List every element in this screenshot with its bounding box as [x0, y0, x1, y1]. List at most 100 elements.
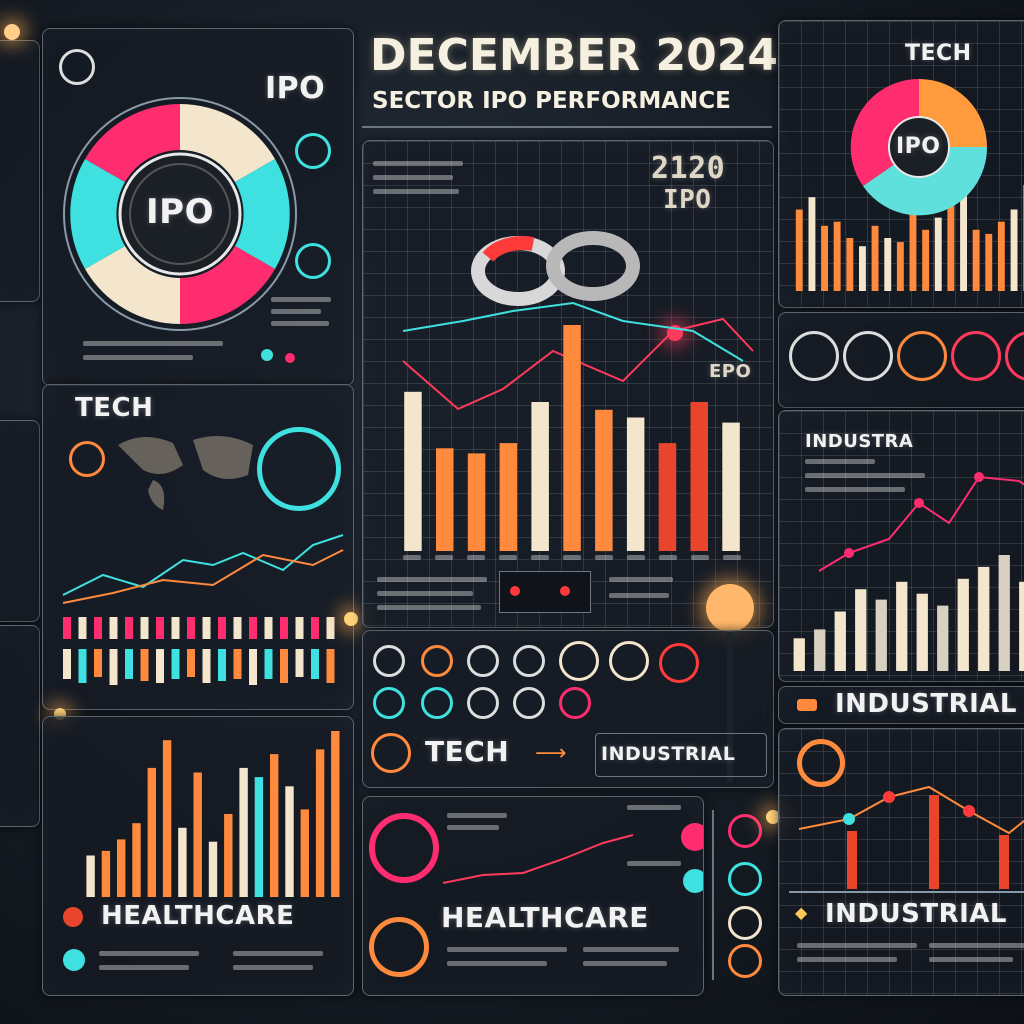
- bar: [117, 839, 126, 897]
- tick-label: [627, 555, 645, 560]
- center-bar-chart: [404, 325, 740, 552]
- bar: [855, 589, 867, 671]
- bar: [178, 827, 187, 897]
- mini-bar: [233, 649, 242, 679]
- world-map-shape: [118, 436, 253, 510]
- faux-text: [373, 161, 463, 166]
- app-icon-3[interactable]: [467, 645, 499, 677]
- faux-text: [929, 957, 1013, 962]
- side-icon-3[interactable]: [728, 906, 762, 940]
- circle-icon-2[interactable]: [295, 243, 331, 279]
- globe-icon[interactable]: [257, 427, 341, 511]
- side-icon-4[interactable]: [728, 944, 762, 978]
- coin-icon-5[interactable]: [1005, 331, 1024, 381]
- mini-bar: [326, 649, 335, 683]
- app-icon-11[interactable]: [513, 687, 545, 719]
- connector-glow: [344, 612, 358, 626]
- lightbulb-icon: [706, 584, 754, 632]
- faux-text: [377, 605, 481, 610]
- mini-bar: [202, 617, 211, 639]
- app-icon-8[interactable]: [373, 687, 405, 719]
- indicator-dot: [285, 353, 295, 363]
- app-icon-12[interactable]: [559, 687, 591, 719]
- bar: [162, 740, 172, 897]
- indicator-dot: [261, 349, 273, 361]
- bar: [871, 225, 879, 291]
- left-edge-panel-2: [0, 420, 40, 622]
- mini-bar: [249, 617, 257, 639]
- mini-bar: [218, 649, 226, 681]
- ipo-corner-label: IPO: [265, 71, 326, 106]
- bar: [795, 209, 803, 291]
- app-icon-4[interactable]: [513, 645, 545, 677]
- left-edge-panel: [0, 40, 40, 302]
- tick-label: [659, 555, 677, 560]
- app-icon-10[interactable]: [467, 687, 499, 719]
- tick-label: [403, 555, 421, 560]
- mini-bar: [202, 649, 211, 683]
- industrial-line: [818, 472, 1024, 572]
- bar: [132, 823, 141, 897]
- bar: [985, 233, 993, 291]
- gear-icon[interactable]: [59, 49, 95, 85]
- status-dot: [510, 586, 520, 596]
- faux-text: [83, 355, 193, 360]
- title-divider: [362, 126, 772, 128]
- vertical-divider: [712, 810, 714, 980]
- faux-text: [83, 341, 223, 346]
- bar: [595, 409, 613, 552]
- bar: [254, 777, 264, 897]
- target-icon-2[interactable]: [369, 917, 429, 977]
- bar: [1010, 209, 1018, 291]
- app-icon-5[interactable]: [559, 641, 599, 681]
- industrial-bottom-label: INDUSTRIAL: [825, 899, 1007, 929]
- app-icon-2[interactable]: [421, 645, 453, 677]
- app-icon-6[interactable]: [609, 641, 649, 681]
- mini-status-box: [499, 571, 591, 613]
- app-icon-1[interactable]: [373, 645, 405, 677]
- page-title: DECEMBER 2024: [370, 30, 778, 81]
- bar: [875, 599, 887, 671]
- side-icon-2[interactable]: [728, 862, 762, 896]
- bar: [1019, 581, 1024, 671]
- ipo-wheel-label: IPO: [146, 192, 214, 232]
- big-ipo: IPO: [663, 185, 712, 215]
- bar: [239, 767, 248, 897]
- tech-badge-icon[interactable]: [371, 733, 411, 773]
- bar: [972, 229, 980, 291]
- circle-icon-1[interactable]: [295, 133, 331, 169]
- mini-bar: [264, 649, 273, 679]
- industrial-mid-label: INDUSTRIAL: [601, 743, 736, 765]
- faux-text: [797, 957, 897, 962]
- tech-left-label: TECH: [75, 393, 154, 423]
- app-icon-7[interactable]: [659, 643, 699, 683]
- bar: [808, 197, 816, 291]
- mini-bar: [94, 617, 102, 639]
- location-icon[interactable]: [69, 441, 105, 477]
- mini-bar: [280, 617, 288, 639]
- industrial-bar-chart: [793, 555, 1024, 671]
- mini-bar: [125, 649, 133, 679]
- side-icon-1[interactable]: [728, 814, 762, 848]
- coin-icon-3[interactable]: [897, 331, 947, 381]
- coin-icon-2[interactable]: [843, 331, 893, 381]
- coin-icon-1[interactable]: [789, 331, 839, 381]
- bar: [896, 581, 908, 671]
- faux-text: [233, 951, 323, 956]
- big-number: 2120: [651, 151, 726, 186]
- mini-bar: [63, 649, 71, 679]
- faux-text: [377, 591, 473, 596]
- badge-icon[interactable]: [797, 739, 845, 787]
- faux-text: [377, 577, 487, 582]
- app-icon-9[interactable]: [421, 687, 453, 719]
- coin-icon-4[interactable]: [951, 331, 1001, 381]
- faux-text: [447, 947, 567, 952]
- left-glow-dot: [4, 24, 20, 40]
- bar: [821, 225, 828, 291]
- tick-label: [723, 555, 741, 560]
- tick-label: [563, 555, 581, 560]
- bar: [404, 391, 422, 551]
- right-icon-row: [778, 312, 1024, 408]
- target-icon[interactable]: [369, 813, 439, 883]
- mini-bar: [264, 617, 273, 639]
